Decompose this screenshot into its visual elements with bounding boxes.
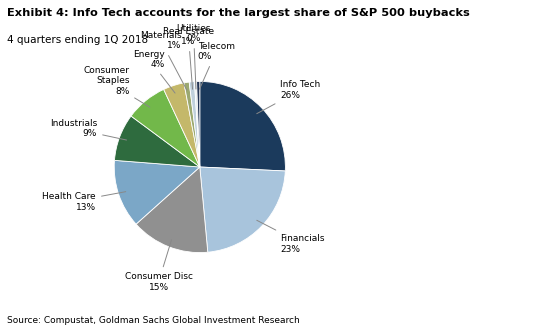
Text: Energy
4%: Energy 4% [133,50,175,93]
Text: Materials
1%: Materials 1% [140,31,187,90]
Text: Real Estate
1%: Real Estate 1% [163,27,214,89]
Text: Health Care
13%: Health Care 13% [43,192,126,212]
Text: Consumer
Staples
8%: Consumer Staples 8% [84,66,150,107]
Text: 4 quarters ending 1Q 2018: 4 quarters ending 1Q 2018 [7,35,148,45]
Wedge shape [114,116,200,167]
Text: Utilities
0%: Utilities 0% [177,24,211,89]
Text: Telecom
0%: Telecom 0% [198,42,235,89]
Wedge shape [136,167,208,253]
Wedge shape [189,81,200,167]
Wedge shape [194,81,200,167]
Text: Info Tech
26%: Info Tech 26% [256,80,321,114]
Text: Exhibit 4: Info Tech accounts for the largest share of S&P 500 buybacks: Exhibit 4: Info Tech accounts for the la… [7,8,470,18]
Wedge shape [184,82,200,167]
Text: Industrials
9%: Industrials 9% [50,119,126,140]
Wedge shape [200,167,285,252]
Text: Financials
23%: Financials 23% [256,220,325,254]
Text: Source: Compustat, Goldman Sachs Global Investment Research: Source: Compustat, Goldman Sachs Global … [7,316,300,325]
Wedge shape [197,81,200,167]
Wedge shape [200,81,285,171]
Text: Consumer Disc
15%: Consumer Disc 15% [125,240,193,292]
Wedge shape [131,90,200,167]
Wedge shape [114,160,200,224]
Wedge shape [164,83,200,167]
